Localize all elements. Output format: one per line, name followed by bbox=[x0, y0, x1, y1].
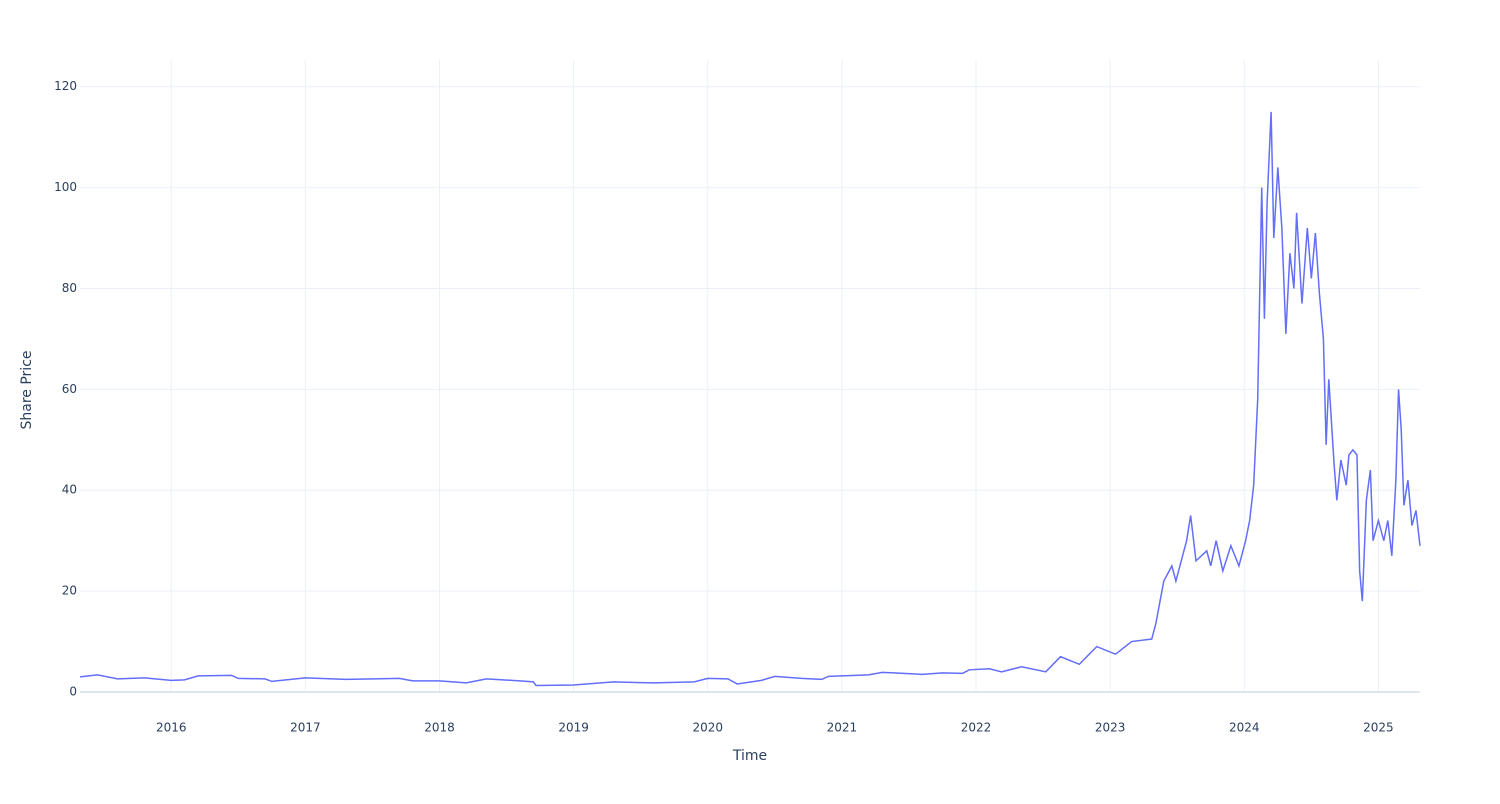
x-tick-label: 2025 bbox=[1363, 721, 1394, 735]
x-tick-label: 2023 bbox=[1095, 721, 1126, 735]
y-axis-title: Share Price bbox=[19, 350, 35, 429]
y-tick-label: 120 bbox=[54, 79, 77, 93]
x-tick-label: 2021 bbox=[827, 721, 858, 735]
x-tick-label: 2017 bbox=[290, 721, 321, 735]
x-tick-label: 2022 bbox=[961, 721, 992, 735]
x-tick-label: 2019 bbox=[558, 721, 589, 735]
y-tick-label: 80 bbox=[62, 281, 77, 295]
x-axis-title: Time bbox=[732, 748, 767, 764]
y-tick-label: 20 bbox=[62, 584, 77, 598]
y-tick-label: 0 bbox=[69, 685, 77, 699]
x-tick-label: 2018 bbox=[424, 721, 455, 735]
x-tick-label: 2024 bbox=[1229, 721, 1260, 735]
x-tick-label: 2016 bbox=[156, 721, 187, 735]
x-tick-label: 2020 bbox=[692, 721, 723, 735]
y-tick-label: 100 bbox=[54, 180, 77, 194]
y-tick-label: 60 bbox=[62, 382, 77, 396]
price-line bbox=[79, 111, 1421, 687]
y-tick-label: 40 bbox=[62, 483, 77, 497]
